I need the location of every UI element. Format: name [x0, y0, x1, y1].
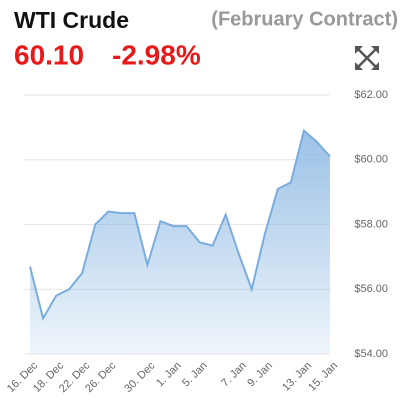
- x-tick-label: 9. Jan: [245, 360, 275, 390]
- x-tick-label: 1. Jan: [154, 360, 184, 390]
- price: 60.10: [14, 39, 84, 70]
- x-tick-label: 5. Jan: [180, 360, 210, 390]
- y-tick-label: $56.00: [354, 283, 388, 295]
- x-tick-label: 30. Dec: [122, 359, 158, 395]
- y-tick-label: $58.00: [354, 218, 388, 230]
- y-tick-label: $60.00: [354, 154, 388, 166]
- y-tick-label: $54.00: [354, 348, 388, 360]
- x-tick-label: 15. Jan: [306, 360, 340, 394]
- line: [29, 128, 331, 322]
- y-tick-label: $62.00: [354, 89, 388, 101]
- subtitle: (February Contract): [211, 8, 398, 30]
- area: [30, 130, 330, 354]
- expand-icon[interactable]: [355, 46, 379, 70]
- chart-title: WTI Crude: [14, 7, 129, 33]
- x-tick-label: 7. Jan: [219, 360, 249, 390]
- change: -2.98%: [112, 39, 201, 70]
